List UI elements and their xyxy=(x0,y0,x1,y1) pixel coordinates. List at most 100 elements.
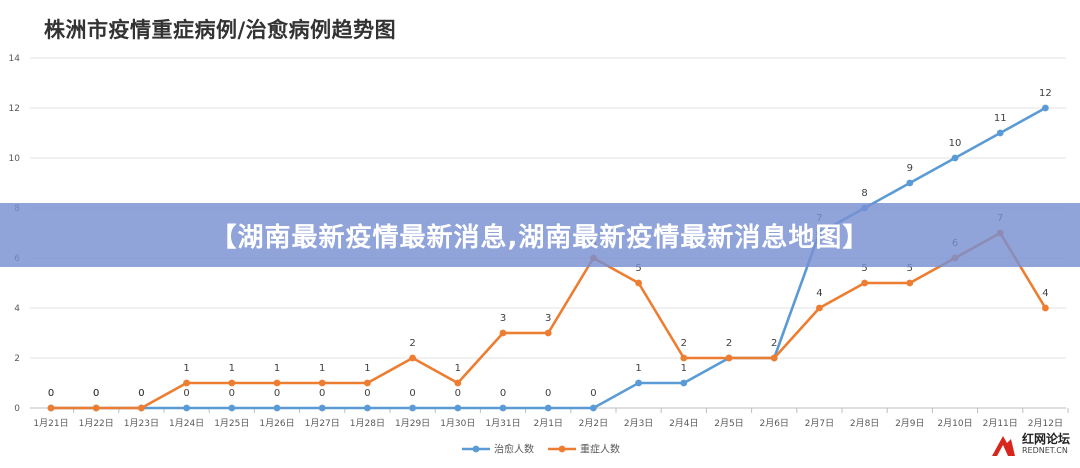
data-label-severe: 5 xyxy=(635,263,641,274)
x-tick-label: 2月2日 xyxy=(579,418,608,429)
data-label-cured: 0 xyxy=(93,388,99,399)
data-point-severe xyxy=(273,379,281,387)
x-tick-label: 1月25日 xyxy=(214,418,249,429)
data-point-cured xyxy=(409,404,416,412)
x-tick-label: 2月5日 xyxy=(714,418,743,429)
data-label-severe: 1 xyxy=(229,363,235,374)
data-label-cured: 0 xyxy=(229,388,235,399)
data-point-severe xyxy=(138,404,145,412)
x-tick-label: 1月26日 xyxy=(259,418,294,429)
data-label-cured: 12 xyxy=(1039,88,1052,99)
chart-title: 株洲市疫情重症病例/治愈病例趋势图 xyxy=(44,17,397,42)
banner-text: 【湖南最新疫情最新消息,湖南最新疫情最新消息地图】 xyxy=(210,222,870,253)
data-point-severe xyxy=(47,404,55,412)
x-tick-label: 2月9日 xyxy=(895,418,924,429)
x-tick-label: 2月12日 xyxy=(1028,418,1063,429)
data-point-cured xyxy=(454,404,462,412)
data-label-severe: 2 xyxy=(681,338,687,349)
data-point-severe xyxy=(228,379,236,387)
x-tick-label: 2月11日 xyxy=(983,418,1018,429)
data-label-cured: 1 xyxy=(681,363,687,374)
y-tick-label: 2 xyxy=(14,354,20,364)
data-point-cured xyxy=(1042,104,1049,112)
data-point-cured xyxy=(951,154,959,162)
x-tick-label: 2月3日 xyxy=(624,418,653,429)
x-tick-label: 2月10日 xyxy=(937,418,972,429)
data-point-severe xyxy=(183,379,191,387)
watermark-url: REDNET.CN xyxy=(1021,446,1068,455)
y-tick-label: 12 xyxy=(9,104,20,114)
data-label-cured: 0 xyxy=(138,388,144,399)
x-tick-label: 1月29日 xyxy=(395,418,430,429)
y-tick-label: 10 xyxy=(9,154,21,164)
data-label-cured: 0 xyxy=(590,388,596,399)
data-label-severe: 1 xyxy=(183,363,189,374)
data-label-cured: 0 xyxy=(545,388,551,399)
data-label-severe: 1 xyxy=(319,363,325,374)
y-tick-label: 4 xyxy=(14,304,20,314)
x-tick-label: 1月23日 xyxy=(124,418,159,429)
x-tick-label: 1月24日 xyxy=(169,418,204,429)
data-point-severe xyxy=(499,329,507,337)
data-label-severe: 3 xyxy=(500,313,506,324)
legend-marker xyxy=(472,445,480,453)
x-tick-label: 1月22日 xyxy=(79,418,114,429)
x-tick-label: 2月8日 xyxy=(850,418,879,429)
data-label-severe: 5 xyxy=(907,263,913,274)
data-label-cured: 10 xyxy=(949,138,962,149)
data-point-severe xyxy=(92,404,100,412)
data-point-cured xyxy=(635,379,642,387)
watermark: 红网论坛 REDNET.CN xyxy=(988,430,1070,460)
x-tick-label: 1月31日 xyxy=(485,418,520,429)
data-point-severe xyxy=(544,329,552,337)
x-tick-label: 2月1日 xyxy=(533,418,562,429)
data-label-severe: 2 xyxy=(771,338,777,349)
y-tick-label: 0 xyxy=(14,404,20,414)
legend-label: 重症人数 xyxy=(580,443,620,456)
data-point-severe xyxy=(770,354,778,362)
data-label-cured: 0 xyxy=(183,388,189,399)
data-point-severe xyxy=(454,379,462,387)
x-tick-label: 2月4日 xyxy=(669,418,698,429)
data-point-severe xyxy=(725,354,733,362)
legend-marker xyxy=(558,445,566,453)
data-point-cured xyxy=(318,404,326,412)
data-label-severe: 5 xyxy=(861,263,867,274)
data-point-cured xyxy=(544,404,552,412)
data-label-cured: 0 xyxy=(319,388,325,399)
x-tick-label: 2月6日 xyxy=(759,418,788,429)
data-label-severe: 4 xyxy=(816,288,822,299)
data-label-severe: 1 xyxy=(364,363,370,374)
data-point-severe xyxy=(1042,304,1049,312)
data-label-severe: 0 xyxy=(48,388,54,399)
data-label-cured: 8 xyxy=(861,188,867,199)
data-label-cured: 0 xyxy=(364,388,370,399)
data-label-cured: 0 xyxy=(48,388,54,399)
data-label-severe: 1 xyxy=(274,363,280,374)
data-label-cured: 0 xyxy=(409,388,415,399)
data-point-severe xyxy=(816,304,823,312)
data-label-severe: 2 xyxy=(409,338,415,349)
data-point-severe xyxy=(906,279,914,287)
data-point-severe xyxy=(680,354,688,362)
data-label-severe: 3 xyxy=(545,313,551,324)
x-tick-label: 1月21日 xyxy=(33,418,68,429)
data-label-severe: 4 xyxy=(1042,288,1048,299)
overlay-banner: 【湖南最新疫情最新消息,湖南最新疫情最新消息地图】 xyxy=(0,203,1080,267)
x-tick-label: 2月7日 xyxy=(805,418,834,429)
data-label-severe: 1 xyxy=(455,363,461,374)
data-point-cured xyxy=(680,379,688,387)
x-tick-label: 1月27日 xyxy=(305,418,340,429)
data-point-cured xyxy=(590,404,597,412)
data-point-severe xyxy=(861,279,868,287)
data-label-severe: 0 xyxy=(93,388,99,399)
rednet-logo-icon xyxy=(991,436,1015,456)
x-tick-label: 1月30日 xyxy=(440,418,475,429)
data-point-cured xyxy=(499,404,507,412)
data-point-cured xyxy=(996,129,1004,137)
data-point-severe xyxy=(364,379,371,387)
data-point-severe xyxy=(318,379,326,387)
data-point-severe xyxy=(635,279,642,287)
data-label-cured: 9 xyxy=(907,163,913,174)
